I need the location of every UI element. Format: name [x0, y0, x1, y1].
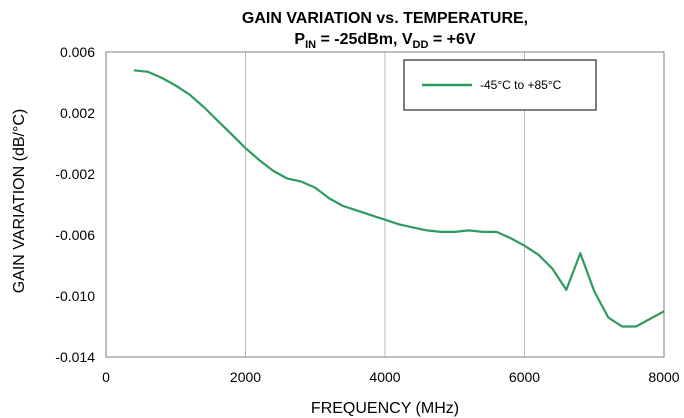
y-tick-label: -0.006: [55, 227, 95, 243]
y-tick-label: 0.006: [60, 44, 95, 60]
y-tick-label: -0.014: [55, 349, 95, 365]
title-p-subscript: IN: [305, 39, 316, 51]
series-lines: [133, 69, 665, 328]
legend-entry-label: -45°C to +85°C: [480, 78, 562, 92]
y-tick-label: -0.010: [55, 288, 95, 304]
title-end: = +6V: [428, 31, 475, 48]
chart-title-line-2: PIN = -25dBm, VDD = +6V: [294, 31, 476, 51]
legend: -45°C to +85°C: [403, 59, 597, 111]
y-axis-tick-labels: 0.006 0.002 -0.002 -0.006 -0.010 -0.014: [55, 44, 95, 365]
y-tick-label: 0.002: [60, 105, 95, 121]
plot-area-frame: [105, 51, 665, 358]
title-v-subscript: DD: [413, 39, 429, 51]
chart-title-line-1: GAIN VARIATION vs. TEMPERATURE,: [242, 10, 528, 27]
title-mid: = -25dBm, V: [316, 31, 413, 48]
x-tick-label: 8000: [648, 369, 679, 385]
series-line-0: [133, 69, 665, 328]
x-tick-label: 6000: [509, 369, 540, 385]
x-axis-label: FREQUENCY (MHz): [311, 400, 459, 417]
title-p: P: [294, 31, 305, 48]
x-tick-label: 0: [102, 369, 110, 385]
x-tick-label: 4000: [369, 369, 400, 385]
x-axis-tick-labels: 0 2000 4000 6000 8000: [102, 369, 680, 385]
y-axis-label: GAIN VARIATION (dB/°C): [11, 109, 28, 294]
x-tick-label: 2000: [230, 369, 261, 385]
y-tick-label: -0.002: [55, 166, 95, 182]
